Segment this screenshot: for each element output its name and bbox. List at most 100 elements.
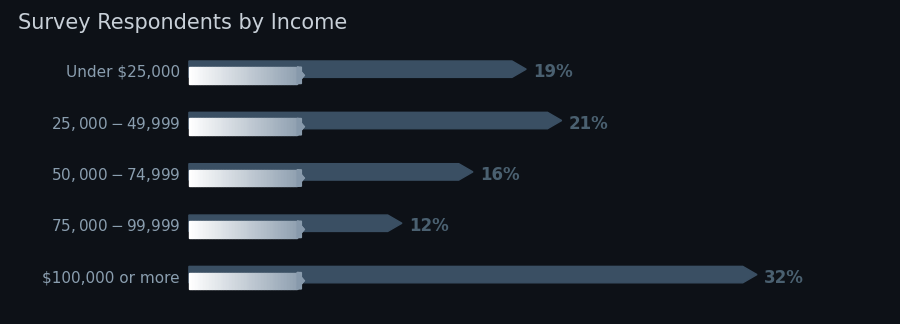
Polygon shape	[197, 272, 201, 289]
Polygon shape	[270, 272, 273, 289]
Polygon shape	[261, 170, 264, 186]
Polygon shape	[235, 272, 238, 289]
Polygon shape	[297, 221, 302, 237]
Polygon shape	[273, 170, 275, 186]
Polygon shape	[284, 67, 287, 84]
Polygon shape	[256, 170, 258, 186]
Polygon shape	[194, 67, 197, 84]
Text: 21%: 21%	[569, 115, 608, 133]
Polygon shape	[264, 67, 266, 84]
Polygon shape	[203, 272, 206, 289]
Polygon shape	[235, 170, 238, 186]
Polygon shape	[290, 221, 292, 237]
Polygon shape	[261, 67, 264, 84]
Text: Under $25,000: Under $25,000	[66, 65, 180, 80]
Text: $75,000 - $99,999: $75,000 - $99,999	[50, 217, 180, 235]
Polygon shape	[238, 272, 241, 289]
Polygon shape	[238, 170, 241, 186]
Polygon shape	[292, 221, 295, 237]
Polygon shape	[297, 119, 304, 135]
Polygon shape	[297, 272, 302, 289]
Polygon shape	[275, 170, 278, 186]
Polygon shape	[264, 221, 266, 237]
Polygon shape	[241, 67, 244, 84]
Polygon shape	[273, 221, 275, 237]
Polygon shape	[203, 170, 206, 186]
Polygon shape	[256, 67, 258, 84]
Polygon shape	[247, 67, 249, 84]
Polygon shape	[264, 272, 266, 289]
Polygon shape	[189, 221, 192, 237]
Polygon shape	[273, 119, 275, 135]
Polygon shape	[297, 170, 304, 186]
Polygon shape	[284, 170, 287, 186]
Polygon shape	[218, 170, 220, 186]
Polygon shape	[206, 67, 209, 84]
Polygon shape	[206, 221, 209, 237]
Polygon shape	[189, 170, 192, 186]
Polygon shape	[247, 272, 249, 289]
Polygon shape	[258, 221, 261, 237]
Polygon shape	[252, 170, 256, 186]
Polygon shape	[297, 67, 304, 84]
Polygon shape	[235, 119, 238, 135]
Text: $100,000 or more: $100,000 or more	[42, 270, 180, 285]
Polygon shape	[287, 170, 290, 186]
Polygon shape	[270, 67, 273, 84]
Polygon shape	[238, 221, 241, 237]
Polygon shape	[209, 221, 212, 237]
Text: 12%: 12%	[409, 217, 449, 235]
Polygon shape	[275, 119, 278, 135]
Polygon shape	[212, 272, 215, 289]
Polygon shape	[247, 221, 249, 237]
Polygon shape	[297, 170, 302, 186]
Polygon shape	[223, 170, 227, 186]
Polygon shape	[227, 67, 230, 84]
Polygon shape	[212, 221, 215, 237]
Polygon shape	[249, 272, 252, 289]
Polygon shape	[284, 119, 287, 135]
Polygon shape	[194, 119, 197, 135]
Polygon shape	[238, 119, 241, 135]
Polygon shape	[189, 164, 473, 180]
Polygon shape	[244, 221, 247, 237]
Polygon shape	[230, 170, 232, 186]
Polygon shape	[292, 170, 295, 186]
Polygon shape	[266, 272, 270, 289]
Polygon shape	[203, 67, 206, 84]
Polygon shape	[292, 67, 295, 84]
Polygon shape	[284, 221, 287, 237]
Polygon shape	[297, 67, 304, 84]
Polygon shape	[215, 221, 218, 237]
Polygon shape	[215, 272, 218, 289]
Polygon shape	[238, 67, 241, 84]
Polygon shape	[206, 119, 209, 135]
Polygon shape	[287, 221, 290, 237]
Polygon shape	[256, 119, 258, 135]
Polygon shape	[227, 221, 230, 237]
Polygon shape	[281, 221, 284, 237]
Polygon shape	[258, 119, 261, 135]
Polygon shape	[275, 221, 278, 237]
Polygon shape	[209, 67, 212, 84]
Polygon shape	[266, 170, 270, 186]
Polygon shape	[192, 272, 194, 289]
Polygon shape	[218, 221, 220, 237]
Polygon shape	[297, 119, 304, 135]
Polygon shape	[212, 67, 215, 84]
Polygon shape	[201, 221, 203, 237]
Polygon shape	[241, 170, 244, 186]
Text: 16%: 16%	[480, 166, 519, 184]
Polygon shape	[201, 67, 203, 84]
Polygon shape	[230, 221, 232, 237]
Text: $25,000 - $49,999: $25,000 - $49,999	[50, 115, 180, 133]
Polygon shape	[273, 272, 275, 289]
Polygon shape	[192, 170, 194, 186]
Polygon shape	[223, 119, 227, 135]
Polygon shape	[278, 272, 281, 289]
Polygon shape	[264, 119, 266, 135]
Polygon shape	[232, 170, 235, 186]
Polygon shape	[220, 119, 223, 135]
Polygon shape	[275, 272, 278, 289]
Polygon shape	[194, 272, 197, 289]
